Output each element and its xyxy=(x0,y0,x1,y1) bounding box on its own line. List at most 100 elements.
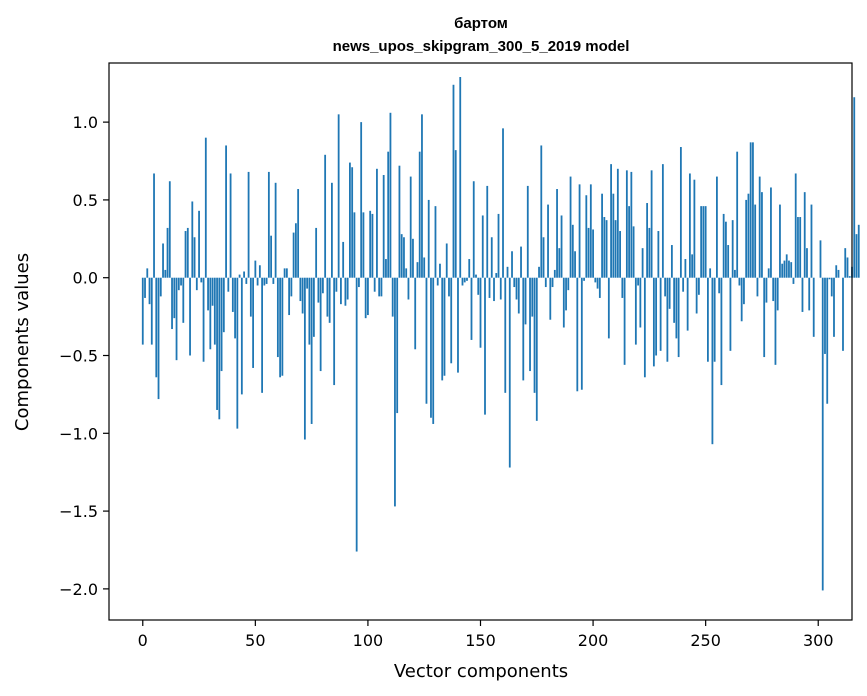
bar xyxy=(166,227,169,278)
bar xyxy=(236,277,239,429)
bar xyxy=(652,277,655,367)
bar xyxy=(808,277,811,311)
bar xyxy=(391,277,394,317)
bar xyxy=(679,147,682,278)
bar xyxy=(826,277,829,404)
bar xyxy=(513,277,516,288)
bar xyxy=(598,277,601,298)
bar xyxy=(524,277,527,325)
bar xyxy=(493,277,495,302)
bar xyxy=(693,179,696,278)
bar xyxy=(522,277,525,381)
y-tick-label: −0.5 xyxy=(59,347,98,366)
bar xyxy=(252,277,254,368)
bar xyxy=(801,277,804,312)
bar xyxy=(371,213,374,278)
x-tick-label: 50 xyxy=(245,631,265,650)
bar xyxy=(857,224,860,278)
bar xyxy=(367,277,369,316)
bar xyxy=(677,277,680,358)
bar xyxy=(695,277,698,314)
bar xyxy=(407,277,410,300)
bar xyxy=(349,162,351,278)
bar xyxy=(650,170,653,278)
bar xyxy=(727,245,730,278)
bar xyxy=(855,234,858,278)
bar xyxy=(240,277,243,395)
bar xyxy=(738,277,741,286)
bar xyxy=(258,265,261,278)
bar xyxy=(285,268,288,278)
bar xyxy=(209,277,212,350)
bar xyxy=(265,277,268,284)
bar xyxy=(312,277,315,337)
bar xyxy=(157,277,160,400)
bar xyxy=(340,277,342,305)
bar xyxy=(364,277,367,319)
bar xyxy=(648,227,651,278)
bar xyxy=(594,277,597,283)
bar xyxy=(713,277,716,362)
bar xyxy=(418,151,421,278)
bar xyxy=(207,277,209,311)
x-tick-label: 0 xyxy=(138,631,148,650)
bar xyxy=(319,277,322,372)
bar xyxy=(767,268,770,278)
bar xyxy=(700,206,703,278)
bar xyxy=(743,277,745,305)
bar xyxy=(231,277,234,312)
bar xyxy=(497,213,500,278)
bar xyxy=(486,185,489,278)
bar xyxy=(637,277,640,286)
bar xyxy=(812,277,815,337)
bar xyxy=(337,114,340,278)
bar xyxy=(702,206,705,278)
bar xyxy=(740,277,743,322)
bar xyxy=(711,277,714,445)
bar xyxy=(686,277,689,331)
bar xyxy=(168,181,171,278)
bar xyxy=(607,277,610,339)
bar xyxy=(227,277,230,292)
bar xyxy=(619,231,621,278)
bar xyxy=(675,277,678,339)
bar xyxy=(630,171,633,278)
bar xyxy=(162,243,164,278)
bar xyxy=(614,220,617,278)
bar xyxy=(146,268,149,278)
bar xyxy=(601,193,603,278)
bar xyxy=(290,277,293,297)
bar xyxy=(317,277,320,303)
bar xyxy=(195,277,198,291)
bar xyxy=(709,268,712,278)
bar xyxy=(427,199,430,278)
bar xyxy=(173,277,176,319)
bar xyxy=(216,277,218,410)
bar xyxy=(389,112,392,278)
bar xyxy=(684,259,687,278)
bar xyxy=(303,277,306,440)
bar xyxy=(691,254,694,278)
bar xyxy=(450,277,453,364)
bar xyxy=(234,277,236,339)
bar xyxy=(400,234,403,278)
bar xyxy=(553,269,556,278)
bar xyxy=(238,274,241,278)
bar xyxy=(249,277,252,317)
bar xyxy=(479,277,482,348)
bar xyxy=(659,277,662,351)
bar xyxy=(779,204,781,278)
bar xyxy=(538,266,540,278)
bar xyxy=(580,277,583,390)
bar xyxy=(180,277,182,286)
bar xyxy=(569,176,572,278)
bar xyxy=(346,277,349,300)
bar xyxy=(567,277,570,291)
bar xyxy=(385,259,387,278)
bar xyxy=(324,154,327,278)
bar xyxy=(220,277,223,372)
bar xyxy=(835,265,838,278)
bar xyxy=(634,277,637,345)
bar xyxy=(454,150,457,278)
bar-series xyxy=(141,77,860,591)
